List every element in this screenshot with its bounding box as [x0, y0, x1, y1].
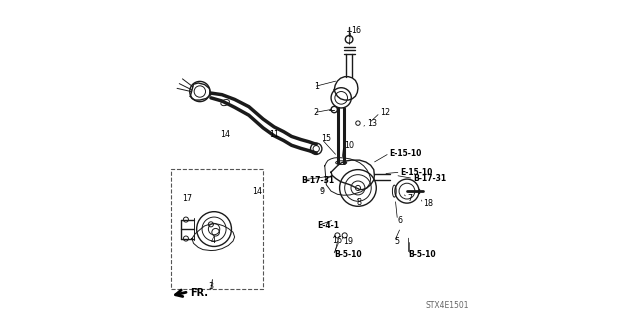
- Text: 3: 3: [209, 282, 214, 291]
- Text: 1: 1: [314, 82, 319, 91]
- Text: 14: 14: [253, 187, 262, 196]
- Text: B-17-31: B-17-31: [301, 175, 334, 185]
- Text: 6: 6: [397, 216, 403, 225]
- Text: 8: 8: [356, 198, 362, 207]
- Text: E-15-10: E-15-10: [390, 149, 422, 158]
- Text: 15: 15: [321, 134, 332, 144]
- Text: 7: 7: [407, 194, 412, 203]
- Text: 13: 13: [367, 119, 377, 128]
- Text: 16: 16: [332, 236, 342, 245]
- Text: 11: 11: [269, 130, 280, 139]
- Text: 17: 17: [182, 194, 193, 203]
- Text: B-17-31: B-17-31: [413, 174, 447, 183]
- Text: B-5-10: B-5-10: [408, 250, 436, 259]
- Text: 2: 2: [314, 108, 319, 117]
- Text: 9: 9: [319, 187, 324, 196]
- Text: B-5-10: B-5-10: [334, 250, 362, 259]
- Text: 19: 19: [343, 237, 353, 246]
- Text: STX4E1501: STX4E1501: [425, 301, 468, 310]
- Text: FR.: FR.: [189, 288, 208, 298]
- Text: 16: 16: [351, 26, 361, 35]
- Bar: [172, 169, 263, 289]
- Text: 10: 10: [344, 141, 354, 150]
- Text: 12: 12: [380, 108, 390, 117]
- Text: E-15-10: E-15-10: [401, 168, 433, 177]
- Text: 5: 5: [394, 237, 399, 246]
- Text: 4: 4: [211, 236, 216, 245]
- Text: 14: 14: [220, 130, 230, 139]
- Text: E-4-1: E-4-1: [317, 221, 339, 230]
- Text: 18: 18: [423, 199, 433, 208]
